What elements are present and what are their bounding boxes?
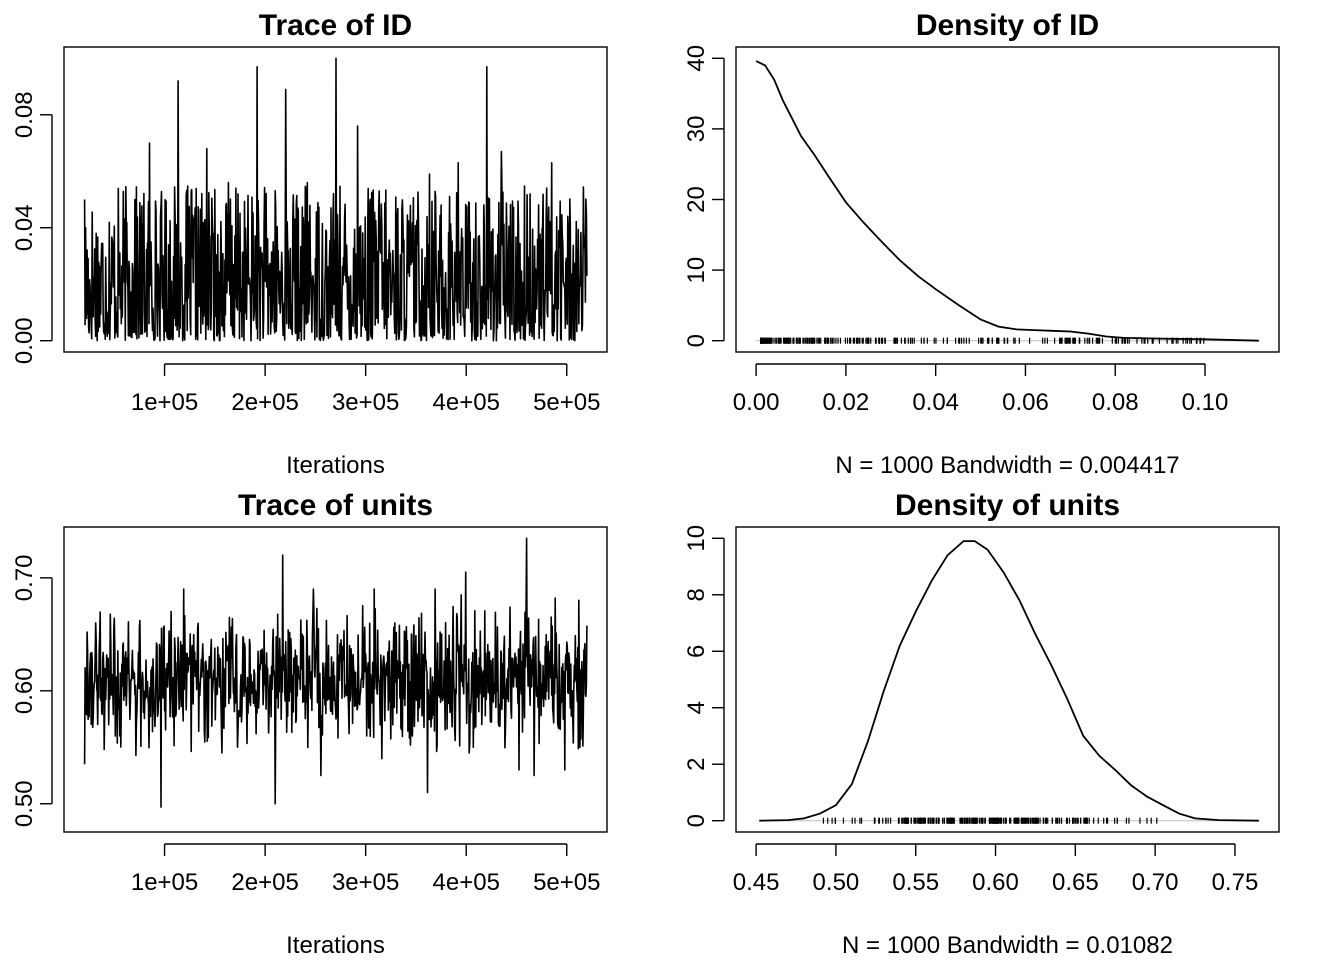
y-tick-label: 0.60 [11,667,38,714]
y-tick-label: 0.08 [11,91,38,138]
y-tick-label: 4 [683,701,710,714]
x-tick-label: 4e+05 [433,869,500,896]
y-tick-label: 0 [683,814,710,827]
plot-frame [63,526,608,833]
chart-panel-3: Trace of units 1e+05 2e+05 3e+05 4e+05 5e+05 0… [11,489,608,959]
y-tick-label: 0.50 [11,780,38,827]
y-tick-label: 0.70 [11,554,38,601]
plot-frame [735,46,1280,353]
x-tick-label: 0.08 [1092,389,1139,416]
x-tick-label: 0.70 [1132,869,1179,896]
x-tick-label: 0.50 [813,869,860,896]
chart-title: Density of ID [916,9,1099,42]
y-tick-label: 10 [683,257,710,284]
chart-title: Trace of ID [259,9,412,42]
y-tick-label: 2 [683,758,710,771]
x-tick-label: 0.65 [1052,869,1099,896]
x-axis-label: N = 1000 Bandwidth = 0.01082 [842,932,1173,959]
x-tick-label: 5e+05 [533,389,600,416]
rug-marks [760,337,1205,344]
x-tick-label: 5e+05 [533,869,600,896]
x-tick-label: 0.06 [1002,389,1049,416]
x-tick-label: 2e+05 [231,389,298,416]
x-axis-label: Iterations [286,932,385,959]
x-tick-label: 0.55 [892,869,939,896]
x-tick-label: 2e+05 [231,869,298,896]
chart-panel-2: Density of ID 0.00 0.02 0.04 0.06 0.08 0.10 0 10… [683,9,1280,479]
y-tick-label: 8 [683,588,710,601]
chart-panel-1: Trace of ID 1e+05 2e+05 3e+05 4e+05 5e+05 0.00… [11,9,608,479]
y-tick-label: 10 [683,525,710,552]
plot-frame [735,526,1280,833]
rug-marks [822,817,1158,824]
x-tick-label: 4e+05 [433,389,500,416]
trace-line [83,537,588,808]
x-tick-label: 0.04 [912,389,959,416]
chart-title: Trace of units [238,489,433,522]
y-tick-label: 30 [683,116,710,143]
chart-title: Density of units [895,489,1120,522]
plot-frame [63,46,608,353]
y-tick-label: 40 [683,45,710,72]
density-curve [759,540,1259,822]
x-tick-label: 3e+05 [332,869,399,896]
density-curve [755,60,1259,342]
chart-panel-4: Density of units 0.45 0.50 0.55 0.60 0.65 0.70… [683,489,1280,959]
x-tick-label: 0.45 [733,869,780,896]
x-tick-label: 1e+05 [131,389,198,416]
trace-line [83,57,588,342]
x-tick-label: 0.00 [733,389,780,416]
x-tick-label: 0.75 [1212,869,1259,896]
x-axis-label: N = 1000 Bandwidth = 0.004417 [835,452,1179,479]
y-tick-label: 0.04 [11,204,38,251]
x-tick-label: 0.60 [972,869,1019,896]
x-tick-label: 0.02 [823,389,870,416]
y-tick-label: 0.00 [11,317,38,364]
x-tick-label: 1e+05 [131,869,198,896]
x-tick-label: 0.10 [1182,389,1229,416]
y-tick-label: 20 [683,186,710,213]
y-tick-label: 6 [683,645,710,658]
y-tick-label: 0 [683,334,710,347]
x-tick-label: 3e+05 [332,389,399,416]
x-axis-label: Iterations [286,452,385,479]
